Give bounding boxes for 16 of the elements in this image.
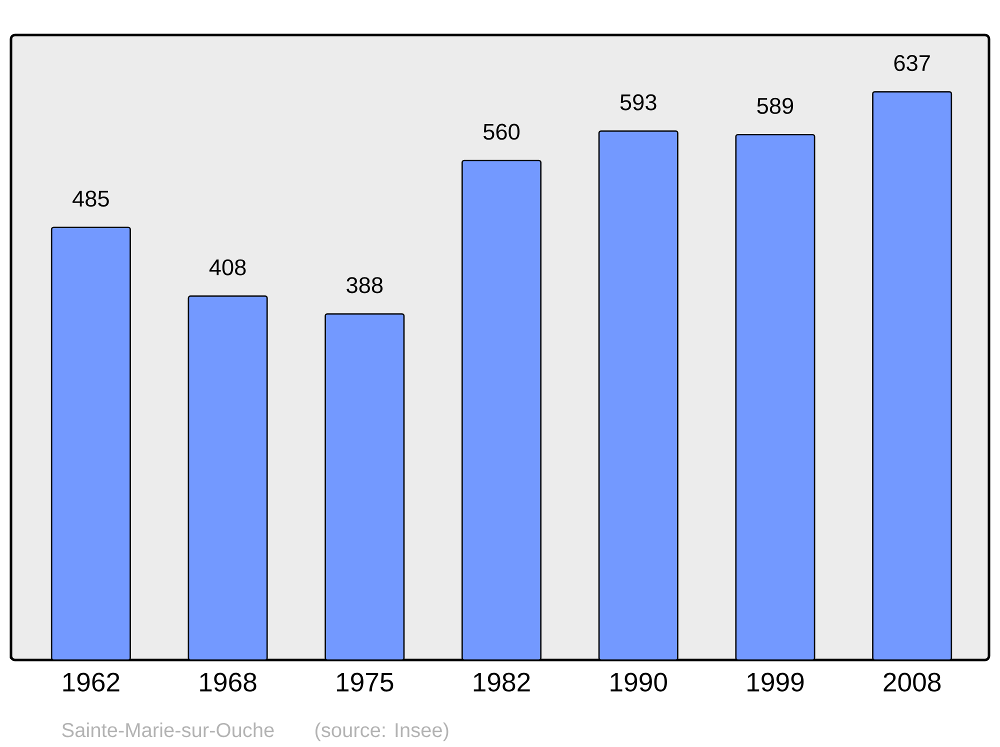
data-label: 637 (894, 55, 930, 72)
data-label: 593 (620, 94, 656, 110)
x-tick-label: 1982 (474, 672, 530, 692)
data-label: 560 (484, 124, 520, 140)
x-tick-label: 1990 (610, 672, 667, 692)
data-label: 485 (72, 190, 109, 207)
data-label: 408 (209, 259, 246, 276)
x-tick-label: 1968 (200, 672, 256, 692)
x-tick-label: 1999 (748, 672, 804, 692)
data-label: 388 (346, 277, 383, 294)
x-tick-label: 1975 (337, 672, 394, 692)
text: Sainte-Marie-sur-Ouche (62, 722, 274, 738)
data-label: 589 (757, 98, 794, 114)
x-tick-label: 1962 (63, 672, 120, 692)
text: (source: Insee) (316, 722, 448, 742)
x-tick-label: 2008 (884, 672, 941, 692)
